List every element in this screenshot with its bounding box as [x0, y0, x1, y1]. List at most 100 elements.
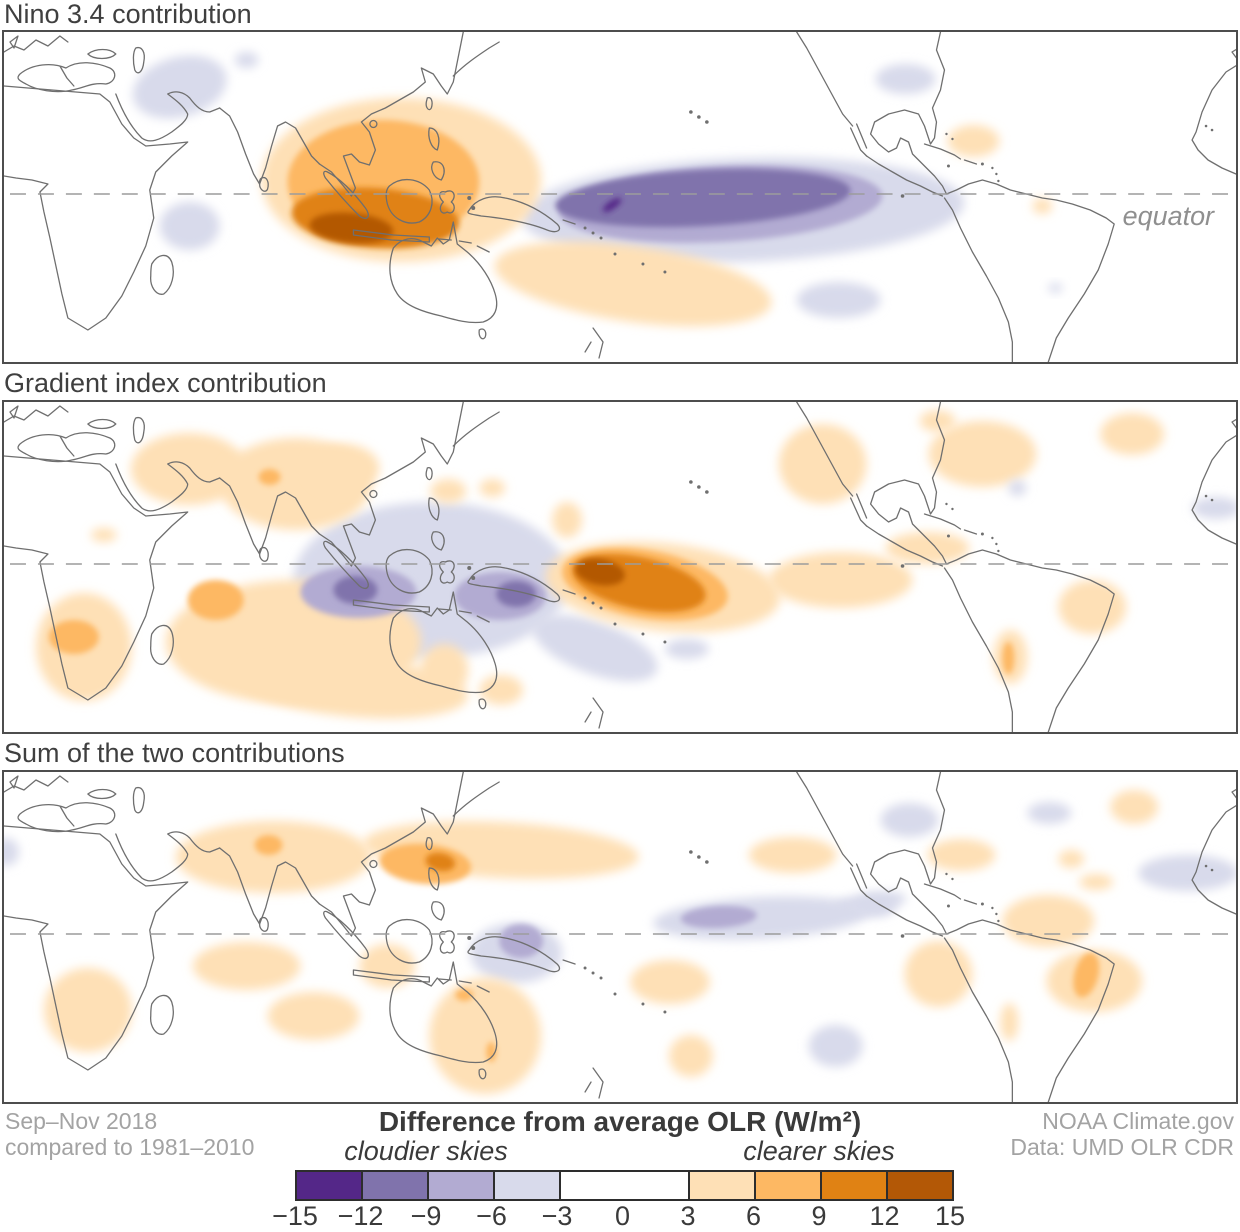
anomaly-blob — [768, 552, 913, 608]
anomaly-blob — [927, 839, 996, 871]
anomaly-blob — [808, 1025, 863, 1067]
anomaly-blob — [379, 843, 472, 885]
map-nino34: equator — [2, 30, 1238, 364]
anomaly-blob — [258, 469, 281, 485]
anomaly-blob — [1008, 480, 1027, 496]
anomaly-blob — [1048, 283, 1063, 293]
clearer-skies-label: clearer skies — [743, 1136, 895, 1166]
colorbar-tick-label: −3 — [541, 1201, 573, 1231]
anomaly-blob — [499, 924, 544, 958]
anomaly-blob — [668, 1035, 713, 1077]
anomaly-blob — [1110, 790, 1159, 824]
date-caption: Sep–Nov 2018 compared to 1981–2010 — [5, 1108, 254, 1160]
anomaly-blob — [455, 989, 474, 1001]
anomaly-blob — [1002, 642, 1015, 674]
anomaly-blob — [947, 125, 1000, 157]
map-canvas — [4, 772, 1236, 1102]
colorbar-tick-label: 12 — [869, 1201, 900, 1231]
map-gradient — [2, 400, 1238, 734]
colorbar-tick-label: −12 — [337, 1201, 384, 1231]
anomaly-blob — [187, 580, 244, 620]
panel-title: Gradient index contribution — [4, 368, 327, 398]
anomaly-blob — [486, 1042, 497, 1062]
colorbar-cell — [360, 1172, 427, 1199]
anomaly-blob — [629, 960, 710, 1004]
anomaly-blob — [1100, 413, 1165, 455]
colorbar — [295, 1170, 954, 1201]
panel-title: Sum of the two contributions — [4, 738, 345, 768]
anomaly-blob — [1000, 1003, 1019, 1041]
anomaly-blob — [159, 202, 220, 250]
anomaly-blob — [496, 581, 537, 607]
colorbar-title: Difference from average OLR (W/m²) — [378, 1106, 862, 1137]
colorbar-cell — [558, 1172, 689, 1199]
anomaly-blob — [254, 835, 283, 855]
anomaly-blob — [307, 444, 380, 492]
anomaly-blob — [880, 803, 939, 837]
anomaly-shading — [132, 52, 1063, 327]
colorbar-tick-label: 0 — [614, 1201, 631, 1231]
anomaly-blob — [132, 55, 227, 119]
colorbar-tick-label: −9 — [410, 1201, 442, 1231]
colorbar-ticks: −15 −12 −9 −6 −3 0 3 6 9 12 15 — [272, 1201, 965, 1231]
credit-label: NOAA Climate.gov — [1042, 1108, 1234, 1134]
anomaly-blob — [239, 655, 468, 719]
panel-sum: Sum of the two contributions — [2, 734, 1238, 1104]
anomaly-blob — [420, 644, 469, 696]
anomaly-blob — [192, 942, 301, 990]
anomaly-blob — [575, 558, 625, 586]
anomaly-blob — [664, 639, 709, 659]
anomaly-blob — [1138, 855, 1236, 891]
anomaly-blob — [234, 52, 259, 68]
anomaly-blob — [1027, 802, 1072, 824]
colorbar-tick-label: 15 — [934, 1201, 966, 1231]
anomaly-blob — [1032, 198, 1053, 214]
colorbar-cell — [426, 1172, 493, 1199]
anomaly-blob — [90, 528, 117, 542]
cloudier-skies-label: cloudier skies — [344, 1136, 508, 1166]
anomaly-blob — [48, 620, 99, 654]
map-canvas — [4, 402, 1236, 732]
colorbar-cell — [886, 1172, 953, 1199]
anomaly-blob — [1079, 874, 1114, 890]
anomaly-blob — [479, 479, 506, 497]
credit-caption: NOAA Climate.gov Data: UMD OLR CDR — [1010, 1108, 1234, 1160]
anomaly-blob — [494, 241, 772, 327]
colorbar-cell — [297, 1172, 361, 1199]
anomaly-blob — [430, 479, 467, 503]
baseline-label: compared to 1981–2010 — [5, 1134, 255, 1160]
anomaly-shading — [4, 790, 1236, 1094]
anomaly-blob — [1058, 850, 1085, 868]
anomaly-blob — [532, 614, 658, 682]
panel-nino34: Nino 3.4 contribution equator — [2, 0, 1238, 364]
colorbar-tick-label: 9 — [811, 1201, 827, 1231]
anomaly-blob — [429, 978, 542, 1094]
anomaly-blob — [748, 837, 837, 873]
anomaly-blob — [680, 905, 757, 929]
anomaly-blob — [1073, 952, 1100, 998]
map-sum — [2, 770, 1238, 1104]
anomaly-blob — [175, 821, 372, 893]
period-label: Sep–Nov 2018 — [5, 1108, 158, 1134]
colorbar-tick-label: −15 — [272, 1201, 318, 1231]
anomaly-blob — [904, 941, 973, 1007]
anomaly-blob — [885, 532, 970, 564]
anomaly-blob — [267, 992, 360, 1040]
anomaly-blob — [552, 502, 583, 538]
anomaly-blob — [928, 421, 1037, 487]
anomaly-blob — [333, 576, 378, 604]
anomaly-blob — [555, 168, 851, 228]
anomaly-blob — [778, 424, 867, 504]
anomaly-blob — [130, 433, 247, 505]
colorbar-cell — [492, 1172, 559, 1199]
anomaly-blob — [796, 282, 881, 318]
colorbar-cell — [688, 1172, 755, 1199]
anomaly-blob — [1058, 580, 1127, 634]
anomaly-shading — [35, 410, 1236, 719]
panel-gradient: Gradient index contribution — [2, 364, 1238, 734]
anomaly-blob — [602, 197, 622, 213]
data-source-label: Data: UMD OLR CDR — [1010, 1134, 1234, 1160]
equator-label: equator — [1123, 201, 1215, 231]
colorbar-cell — [820, 1172, 887, 1199]
panel-title: Nino 3.4 contribution — [4, 0, 252, 29]
